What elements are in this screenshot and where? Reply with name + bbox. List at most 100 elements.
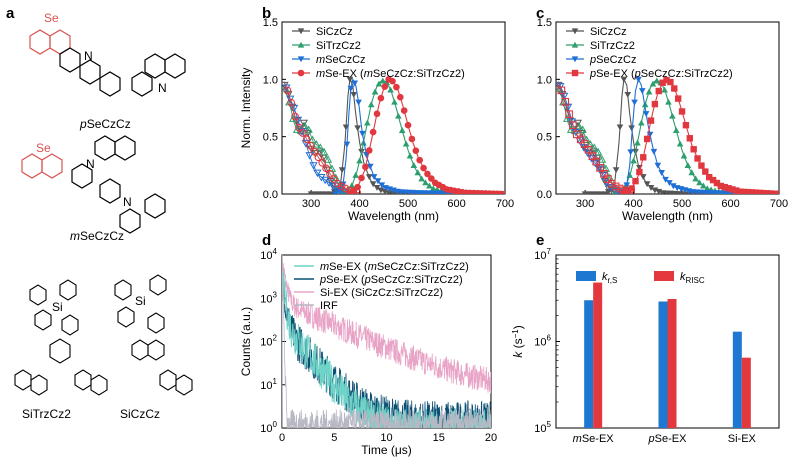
absorption-point [574,121,583,130]
si-atom-label-2: Si [135,294,146,308]
emission-point [671,85,678,92]
emission-point [705,173,713,181]
emission-point [682,122,690,129]
emission-point [635,76,642,83]
emission-point [636,168,643,176]
emission-point [658,170,665,176]
emission-point [393,83,400,91]
absorption-point [291,112,299,121]
decay-trace [282,256,491,428]
absorption-point [580,140,589,148]
emission-point [422,179,429,186]
se-atom-label-2: Se [36,141,51,155]
legend-label: Si-EX (SiCzCz:SiTrzCz2) [320,287,443,299]
emission-point [350,91,358,98]
emission-point [639,174,647,181]
emission-point [365,174,373,181]
plot-area [556,76,779,194]
emission-point [354,125,361,132]
plot-area [282,255,491,428]
absorption-point [588,152,597,161]
legend-label: SiTrzCz2 [590,40,635,52]
emission-point [424,170,431,178]
emission-point [737,188,744,194]
absorption-point [561,97,570,106]
emission-point [696,179,703,186]
x-tick-label: 700 [496,198,514,210]
legend-label: SiCzCz [590,26,627,38]
y-tick-label: 106 [534,334,551,349]
absorption-point [305,152,314,160]
legend-label: pSe-EX (pSeCzCz:SiTrzCz2) [589,68,733,80]
absorption-point [604,175,612,183]
si-atom-label-1: Si [52,300,63,314]
emission-point [343,141,351,148]
decay-trace [282,255,491,428]
structure-SiTrzCz2 [14,279,108,396]
emission-point [338,167,346,174]
emission-point [662,176,669,183]
emission-point [404,121,412,129]
legend-label: pSeCzCz [589,54,636,66]
emission-line [614,80,779,194]
emission-point [612,167,620,174]
panel-label-e: e [536,232,544,249]
emission-point [654,162,662,169]
emission-point [402,140,410,147]
emission-point [729,186,736,193]
emission-point [676,140,684,147]
structure-pSeCzCz: Se N N pSeCzCz [29,11,186,131]
legend-marker [571,28,579,35]
absorption-point [326,169,334,178]
emission-point [709,176,717,184]
x-tick-label: 300 [576,198,594,210]
emission-point [389,77,396,85]
absorption-point [309,162,318,170]
emission-point [369,181,377,188]
emission-point [700,182,707,189]
legend-label: mSe-EX (mSeCzCz:SiTrzCz2) [316,68,465,80]
emission-point [638,119,645,126]
bar [732,331,742,428]
emission-point [666,180,673,187]
absorption-point [586,140,595,148]
y-tick-label: 0.5 [263,132,278,144]
legend-marker [297,28,305,35]
legend-swatch [654,271,674,281]
emission-point [647,184,655,191]
emission-point [713,179,721,187]
absorption-point [295,123,303,132]
emission-point [400,107,408,114]
emission-point [355,99,362,106]
emission-point [623,182,631,189]
emission-point [356,157,363,164]
y-tick-label: 1.0 [263,74,278,86]
y-axis-label: Counts (a.u.) [239,307,253,376]
structure-mSeCzCz: Se N N mSeCzCz [21,135,166,243]
x-tick-label: 500 [399,198,417,210]
x-tick-label: 300 [302,198,320,210]
absorption-point [572,130,581,139]
plot-area [282,76,505,194]
molecule-label-SiCzCz: SiCzCz [120,407,160,421]
emission-point [412,147,420,154]
emission-point [620,76,628,83]
emission-point [645,88,653,95]
x-tick-label: 400 [350,198,368,210]
emission-point [360,139,367,146]
bar [658,301,668,428]
n-atom-label-4: N [123,195,132,209]
chart-e-rate-constants: 105 106 107 k (s−1) mSe-EX pSe-EX Si-EX kr,S kRI… [511,247,780,445]
bar [667,298,677,428]
absorption-line [557,82,634,194]
y-tick-label: 1.5 [537,17,552,29]
absorption-point [302,135,311,144]
emission-point [690,146,697,153]
legend-marker [571,69,579,77]
bar [741,357,751,428]
absorption-point [596,164,604,172]
absorption-point [576,135,585,144]
emission-point [369,128,377,136]
emission-point [398,127,406,133]
emission-point [351,80,359,87]
